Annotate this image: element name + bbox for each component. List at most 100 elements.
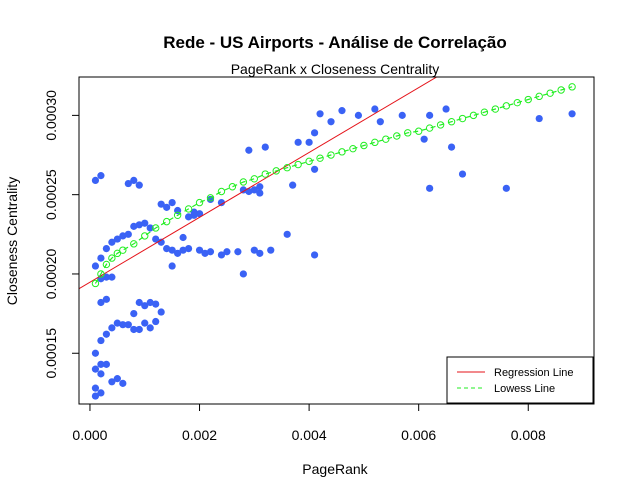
data-point xyxy=(420,135,428,143)
lowess-point xyxy=(141,232,149,240)
data-point xyxy=(316,110,324,118)
data-point xyxy=(91,176,100,184)
y-axis-label: Closeness Centrality xyxy=(4,177,20,305)
lowess-point xyxy=(425,124,434,132)
chart-subtitle: PageRank x Closeness Centrality xyxy=(231,61,440,77)
data-point xyxy=(102,360,110,368)
data-point xyxy=(206,195,215,204)
lowess-point xyxy=(513,98,521,107)
lowess-point xyxy=(404,129,412,137)
data-point xyxy=(179,233,187,242)
data-point xyxy=(376,118,384,126)
data-point xyxy=(102,273,110,281)
data-point xyxy=(141,319,149,327)
lowess-point xyxy=(327,151,335,159)
data-point xyxy=(152,317,160,326)
lowess-point xyxy=(360,141,368,150)
lowess-point xyxy=(173,211,182,219)
data-point xyxy=(179,246,187,254)
x-tick-label: 0.008 xyxy=(511,427,546,443)
data-point xyxy=(201,249,209,257)
y-tick-label: 0.00030 xyxy=(43,90,59,141)
data-point xyxy=(174,249,182,257)
data-point xyxy=(250,186,258,194)
data-point xyxy=(256,183,264,191)
data-point xyxy=(135,298,143,307)
data-point xyxy=(91,384,100,392)
data-point xyxy=(310,251,319,259)
data-point xyxy=(305,138,313,146)
lowess-line xyxy=(94,86,573,284)
data-point xyxy=(223,248,231,256)
data-point xyxy=(141,219,149,227)
data-point xyxy=(102,295,110,303)
data-point xyxy=(168,198,176,207)
lowess-point xyxy=(502,102,511,110)
data-point xyxy=(442,105,450,113)
data-point xyxy=(130,310,138,318)
data-point xyxy=(119,379,127,387)
x-tick-label: 0.002 xyxy=(182,427,217,443)
data-point xyxy=(163,244,171,253)
data-point xyxy=(184,213,193,221)
lowess-point xyxy=(113,249,122,258)
data-point xyxy=(168,262,176,270)
data-point xyxy=(535,114,543,123)
lowess-point xyxy=(162,217,171,226)
data-point xyxy=(157,238,165,246)
data-point xyxy=(119,232,127,240)
data-point xyxy=(206,248,215,256)
data-point xyxy=(261,143,269,151)
lowess-point xyxy=(130,240,138,248)
data-point xyxy=(190,208,198,216)
lowess-point xyxy=(108,254,116,262)
lowess-point xyxy=(480,108,489,116)
data-point xyxy=(234,248,242,256)
lowess-line-layer xyxy=(91,83,576,288)
data-point xyxy=(97,298,105,307)
lowess-point xyxy=(239,178,248,186)
x-axis: 0.000 0.002 0.004 0.006 0.008 xyxy=(72,403,546,443)
lowess-point xyxy=(349,144,357,153)
lowess-point xyxy=(393,132,401,140)
data-point xyxy=(458,170,467,178)
data-point xyxy=(184,244,193,253)
data-point xyxy=(239,186,247,194)
lowess-point xyxy=(382,135,390,143)
lowess-point xyxy=(338,148,346,156)
lowess-point xyxy=(206,194,215,202)
lowess-point xyxy=(283,164,291,172)
data-point xyxy=(97,172,105,180)
lowess-point xyxy=(184,205,193,213)
data-points xyxy=(91,105,576,400)
data-point xyxy=(256,189,264,197)
lowess-point xyxy=(97,270,105,278)
lowess-point xyxy=(458,114,467,123)
data-point xyxy=(113,319,121,327)
data-point xyxy=(338,107,346,115)
data-point xyxy=(447,143,456,151)
data-point xyxy=(354,111,363,119)
data-point xyxy=(124,321,132,329)
legend-regression-label: Regression Line xyxy=(494,367,574,379)
data-point xyxy=(398,111,406,119)
data-point xyxy=(124,179,132,188)
data-point xyxy=(97,370,105,378)
data-point xyxy=(217,251,226,259)
data-point xyxy=(113,235,121,243)
y-axis: 0.00015 0.00020 0.00025 0.00030 xyxy=(43,90,80,379)
data-point xyxy=(195,246,204,254)
data-point xyxy=(426,111,434,119)
lowess-point xyxy=(195,198,204,207)
data-point xyxy=(97,389,105,397)
data-point xyxy=(250,246,258,254)
data-point xyxy=(289,181,297,189)
lowess-point xyxy=(469,111,478,120)
data-point xyxy=(502,184,510,192)
lowess-point xyxy=(294,160,302,169)
data-point xyxy=(157,200,165,208)
data-point xyxy=(256,249,264,257)
legend-lowess-label: Lowess Line xyxy=(494,383,555,395)
data-point xyxy=(91,262,100,270)
